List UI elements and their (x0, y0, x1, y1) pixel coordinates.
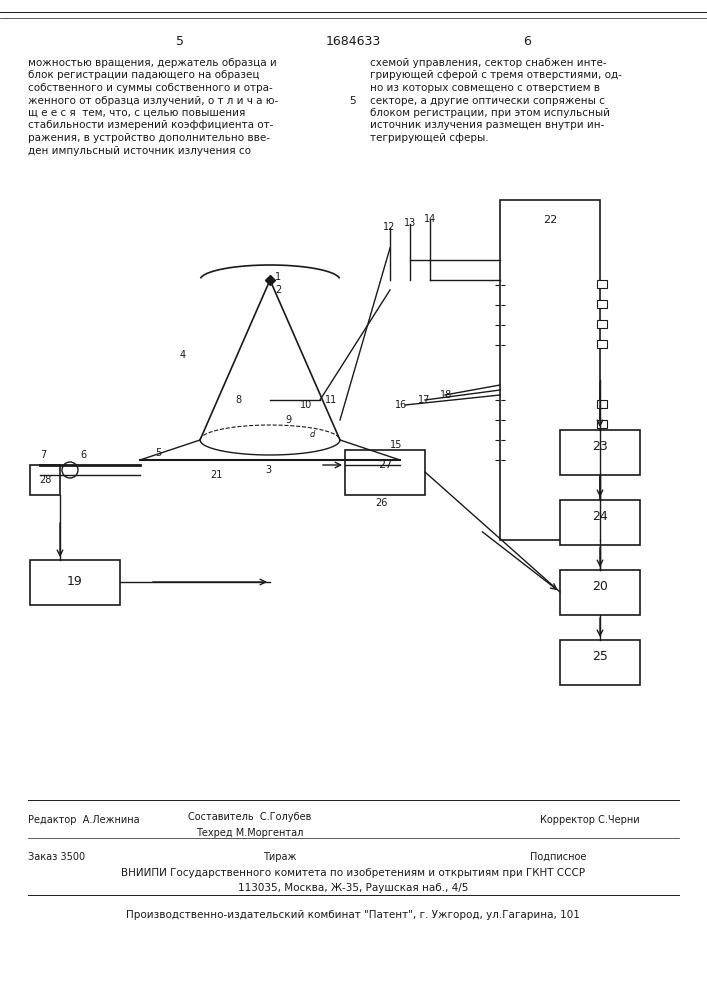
Text: 12: 12 (383, 222, 395, 232)
Circle shape (62, 462, 78, 478)
Text: 113035, Москва, Ж-35, Раушская наб., 4/5: 113035, Москва, Ж-35, Раушская наб., 4/5 (238, 883, 468, 893)
Text: 24: 24 (592, 510, 608, 523)
Bar (560, 640, 640, 685)
Text: 23: 23 (592, 440, 608, 453)
Text: 17: 17 (418, 395, 431, 405)
Text: 7: 7 (40, 450, 46, 460)
Text: 19: 19 (67, 575, 83, 588)
Text: 16: 16 (395, 400, 407, 410)
Text: 20: 20 (592, 580, 608, 593)
Text: 27: 27 (378, 460, 392, 470)
Bar (500, 200, 600, 540)
Text: 5: 5 (155, 448, 161, 458)
Text: 4: 4 (180, 350, 186, 360)
Text: 26: 26 (375, 498, 387, 508)
Text: 1684633: 1684633 (325, 35, 380, 48)
Text: 10: 10 (300, 400, 312, 410)
Text: женного от образца излучений, о т л и ч а ю-: женного от образца излучений, о т л и ч … (28, 96, 279, 105)
Bar (597, 300, 607, 308)
Bar (345, 450, 425, 495)
Text: d: d (310, 430, 315, 439)
Text: 25: 25 (592, 650, 608, 663)
Text: щ е е с я  тем, что, с целью повышения: щ е е с я тем, что, с целью повышения (28, 108, 245, 118)
Text: но из которых совмещено с отверстием в: но из которых совмещено с отверстием в (370, 83, 600, 93)
Bar (560, 570, 640, 615)
Text: 18: 18 (440, 390, 452, 400)
Text: 6: 6 (80, 450, 86, 460)
Text: блок регистрации падающего на образец: блок регистрации падающего на образец (28, 70, 259, 81)
Text: 8: 8 (235, 395, 241, 405)
Bar (597, 340, 607, 348)
Text: 9: 9 (285, 415, 291, 425)
Text: 2: 2 (275, 285, 281, 295)
Bar (560, 500, 640, 545)
Text: Производственно-издательский комбинат "Патент", г. Ужгород, ул.Гагарина, 101: Производственно-издательский комбинат "П… (126, 910, 580, 920)
Text: Заказ 3500: Заказ 3500 (28, 852, 85, 862)
Text: 11: 11 (325, 395, 337, 405)
Bar (597, 400, 607, 408)
Text: 22: 22 (543, 215, 557, 225)
Text: блоком регистрации, при этом испульсный: блоком регистрации, при этом испульсный (370, 108, 610, 118)
Text: 28: 28 (39, 475, 51, 485)
Text: Корректор С.Черни: Корректор С.Черни (540, 815, 640, 825)
Text: Составитель  С.Голубев: Составитель С.Голубев (188, 812, 312, 822)
Text: грирующей сферой с тремя отверстиями, од-: грирующей сферой с тремя отверстиями, од… (370, 70, 622, 81)
Text: 5: 5 (176, 35, 184, 48)
Bar (560, 430, 640, 475)
Text: 15: 15 (390, 440, 402, 450)
Bar (597, 440, 607, 448)
Text: источник излучения размещен внутри ин-: источник излучения размещен внутри ин- (370, 120, 604, 130)
Bar (30, 465, 60, 495)
Text: 1: 1 (275, 272, 281, 282)
Text: ражения, в устройство дополнительно вве-: ражения, в устройство дополнительно вве- (28, 133, 270, 143)
Bar (30, 560, 120, 605)
Text: схемой управления, сектор снабжен инте-: схемой управления, сектор снабжен инте- (370, 58, 607, 68)
Bar (597, 280, 607, 288)
Bar (597, 420, 607, 428)
Text: 14: 14 (424, 214, 436, 224)
Text: Редактор  А.Лежнина: Редактор А.Лежнина (28, 815, 139, 825)
Text: 21: 21 (210, 470, 223, 480)
Text: можностью вращения, держатель образца и: можностью вращения, держатель образца и (28, 58, 276, 68)
Text: Техред М.Моргентал: Техред М.Моргентал (197, 828, 304, 838)
Text: ВНИИПИ Государственного комитета по изобретениям и открытиям при ГКНТ СССР: ВНИИПИ Государственного комитета по изоб… (121, 868, 585, 878)
Text: секторе, а другие оптически сопряжены с: секторе, а другие оптически сопряжены с (370, 96, 605, 105)
Text: 3: 3 (265, 465, 271, 475)
Text: собственного и суммы собственного и отра-: собственного и суммы собственного и отра… (28, 83, 273, 93)
Text: стабильности измерений коэффициента от-: стабильности измерений коэффициента от- (28, 120, 274, 130)
Text: тегрирующей сферы.: тегрирующей сферы. (370, 133, 489, 143)
Text: Тираж: Тираж (263, 852, 297, 862)
Bar (597, 320, 607, 328)
Text: ден импульсный источник излучения со: ден импульсный источник излучения со (28, 145, 251, 155)
Text: Подписное: Подписное (530, 852, 586, 862)
Text: 6: 6 (523, 35, 531, 48)
Bar (597, 460, 607, 468)
Text: 13: 13 (404, 218, 416, 228)
Text: 5: 5 (350, 96, 356, 105)
